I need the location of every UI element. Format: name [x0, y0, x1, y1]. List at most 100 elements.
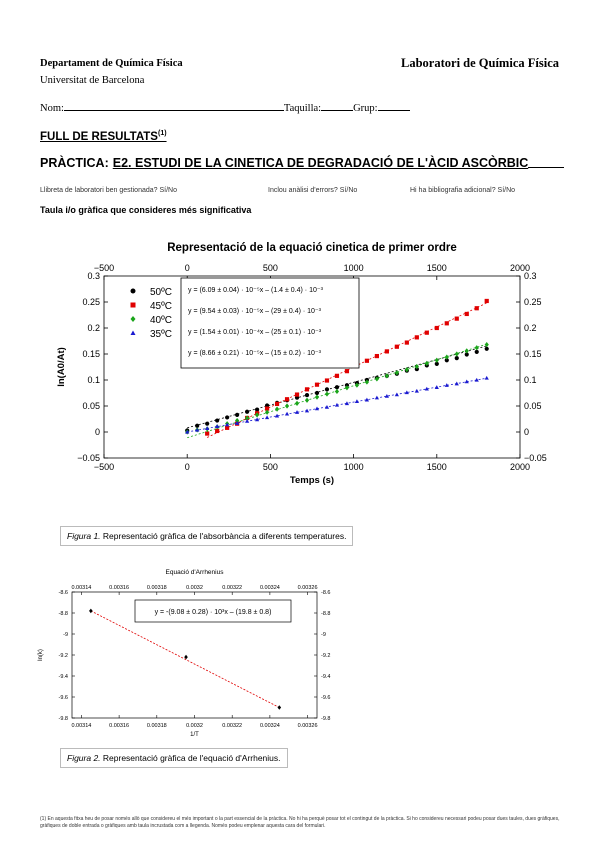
x-tick-label-top: −500 [94, 263, 114, 273]
data-point [334, 385, 340, 390]
data-point [474, 345, 479, 351]
figure1-caption: Figura 1. Representació gràfica de l'abs… [60, 526, 354, 546]
data-point [294, 410, 300, 414]
y-tick-label-left: -8.6 [59, 590, 68, 596]
data-point [314, 406, 320, 411]
data-point [225, 422, 230, 427]
y-tick-label-right: 0.15 [524, 349, 542, 359]
chart1-plot-frame [103, 275, 521, 459]
chart2-xlabel: 1/T [190, 732, 199, 738]
data-point [454, 351, 459, 357]
data-point [474, 377, 479, 382]
data-point [324, 378, 330, 383]
y-tick-label-left: 0.15 [82, 349, 100, 359]
data-point [215, 424, 220, 428]
data-point [264, 406, 270, 411]
data-point [434, 325, 439, 331]
data-point [484, 375, 489, 380]
data-point [334, 402, 340, 407]
university-name: Universitat de Barcelona [40, 75, 145, 86]
arrhenius-fit-line [90, 610, 280, 708]
question-errors: Inclou anàlisi d'errors? Sí/No [268, 187, 358, 194]
x-tick-label-bottom: −500 [94, 462, 114, 472]
x-tick-label-bottom: 0.00318 [147, 723, 167, 729]
legend-marker-2 [130, 316, 136, 322]
y-tick-label-right: 0.25 [524, 297, 542, 307]
data-point [434, 357, 439, 363]
data-point [274, 406, 280, 412]
data-point [89, 608, 93, 614]
results-heading: FULL DE RESULTATS(1) [40, 130, 167, 143]
data-point [424, 330, 429, 335]
data-point [215, 428, 220, 434]
legend-label-1: 45ºC [150, 301, 172, 312]
data-point [454, 356, 459, 361]
legend-marker-3 [130, 330, 136, 335]
y-tick-label-left: -9.6 [59, 695, 68, 701]
arrhenius-equation-box [134, 599, 292, 623]
question-bibliography: Hi ha bibliografia adicional? Sí/No [410, 187, 516, 194]
y-tick-label-right: 0 [524, 427, 529, 437]
chart1-ylabel: ln(A0/At) [56, 347, 67, 387]
grup-field[interactable] [377, 101, 410, 111]
data-point [185, 429, 190, 434]
x-tick-label-top: 2000 [510, 263, 530, 273]
data-point [404, 390, 409, 395]
data-point [424, 386, 429, 391]
nom-field[interactable] [63, 101, 284, 111]
y-tick-label-right: -8.8 [321, 611, 330, 617]
legend-label-3: 35ºC [150, 329, 172, 340]
data-point [444, 383, 449, 387]
data-point [464, 348, 469, 354]
y-tick-label-right: -9.2 [321, 653, 330, 659]
y-tick-label-right: −0.05 [524, 453, 547, 463]
y-tick-label-left: 0.05 [82, 401, 100, 411]
y-tick-label-left: -9.8 [59, 716, 68, 722]
chart2-ylabel: ln(k) [38, 649, 44, 661]
data-point [344, 369, 350, 374]
y-tick-label-left: 0.1 [87, 375, 100, 385]
data-point [444, 321, 449, 326]
figure2-caption: Figura 2. Representació gràfica de l'equ… [60, 748, 288, 768]
data-point [334, 388, 340, 395]
data-point [304, 408, 310, 413]
data-point [444, 354, 449, 360]
x-tick-label-bottom: 0 [185, 462, 190, 472]
data-point [274, 401, 280, 407]
data-point [404, 367, 409, 373]
y-tick-label-right: -9.6 [321, 695, 330, 701]
data-point [284, 411, 290, 416]
series-3 [185, 375, 489, 434]
arrhenius-chart: Equació d'Arrhenius 0.00314 0.00314 0.00316… [38, 569, 330, 738]
x-tick-label-bottom: 0.00314 [71, 723, 91, 729]
y-tick-label-left: 0.3 [87, 271, 100, 281]
data-point [304, 392, 310, 398]
data-point [284, 397, 290, 402]
student-fields-row: Nom: Taquilla: Grup: [40, 101, 410, 114]
data-point [235, 417, 240, 424]
y-tick-label-right: -9.4 [321, 674, 330, 680]
data-point [414, 363, 419, 370]
legend-marker-0 [130, 288, 136, 294]
equations-box [180, 277, 360, 369]
x-tick-label-bottom: 0.00316 [109, 723, 129, 729]
x-tick-label-bottom: 0.00322 [222, 723, 242, 729]
data-point [235, 421, 240, 425]
legend-marker-1 [130, 302, 136, 308]
kinetics-chart: Representació de la equació cinetica de … [56, 242, 547, 486]
data-point [434, 385, 439, 389]
data-point [344, 401, 350, 406]
data-point [254, 417, 260, 422]
practice-title: PRÀCTICA: E2. ESTUDI DE LA CINETICA DE DE… [40, 156, 565, 170]
footnote: (1) En aquesta fitxa heu de posar només … [40, 816, 560, 829]
data-point [235, 412, 240, 417]
y-tick-label-left: 0.25 [82, 297, 100, 307]
taquilla-field[interactable] [321, 101, 354, 111]
data-point [294, 400, 300, 406]
data-point [364, 397, 370, 402]
x-tick-label-top: 0.00314 [71, 585, 91, 591]
data-point [277, 705, 282, 710]
y-tick-label-right: -9 [321, 632, 326, 638]
x-tick-label-top: 0 [185, 263, 190, 273]
x-tick-label-top: 0.00326 [298, 585, 318, 591]
